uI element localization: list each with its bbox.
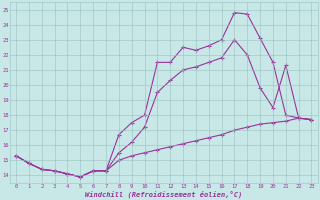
X-axis label: Windchill (Refroidissement éolien,°C): Windchill (Refroidissement éolien,°C) (85, 190, 243, 198)
